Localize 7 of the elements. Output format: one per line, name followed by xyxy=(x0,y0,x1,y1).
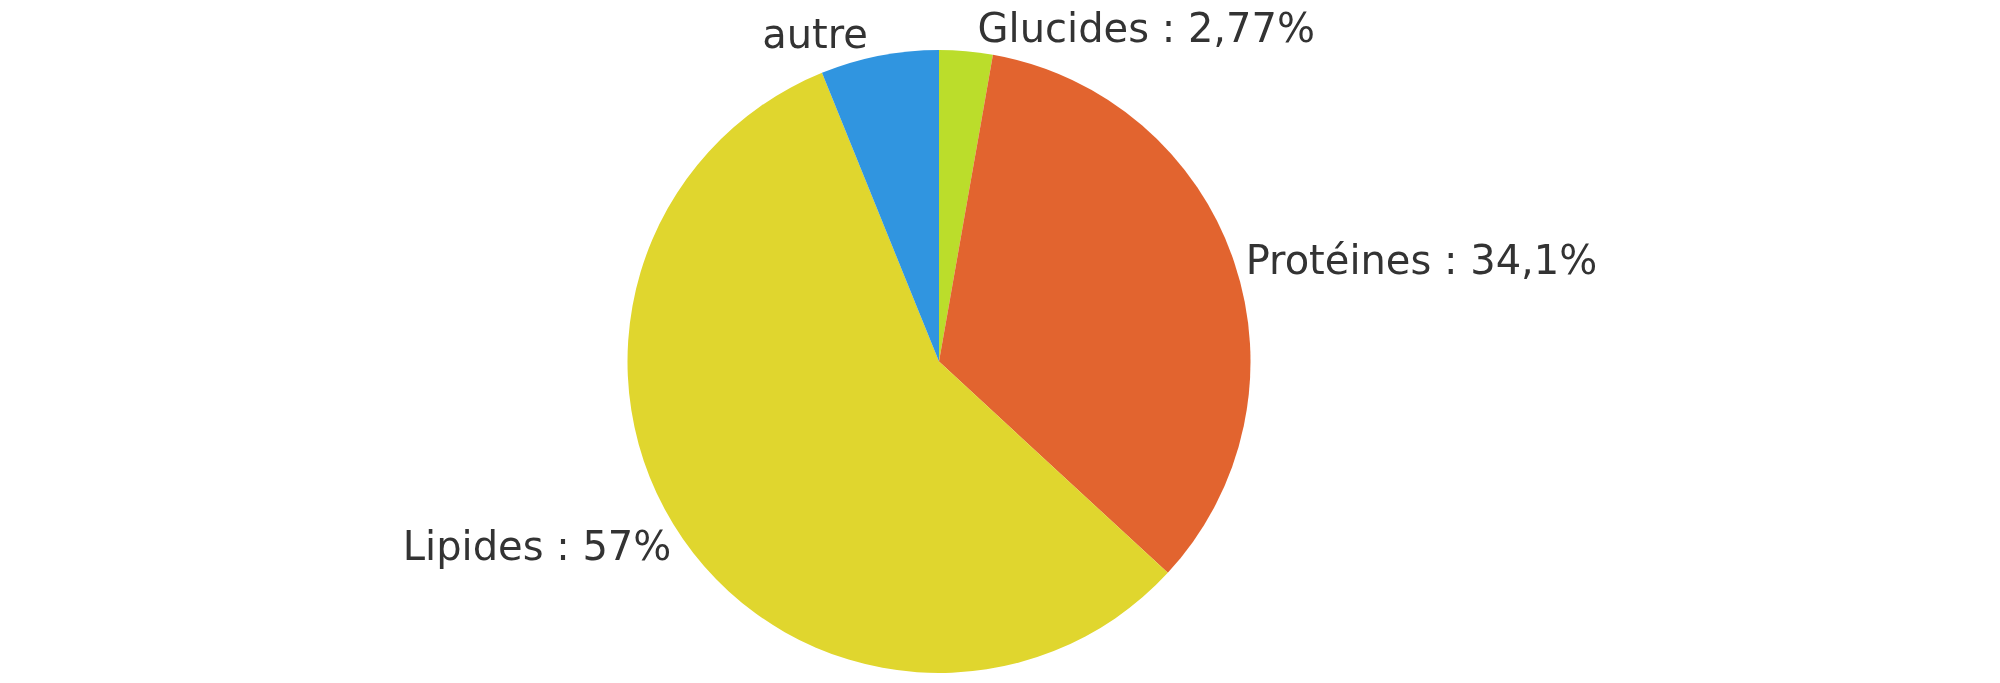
pie-slice xyxy=(939,50,993,362)
pie-slice xyxy=(939,54,1251,573)
slice-label: Lipides : 57% xyxy=(402,523,672,570)
pie-slice xyxy=(821,50,939,362)
slice-label: Protéines : 34,1% xyxy=(1245,236,1598,283)
slice-label: Glucides : 2,77% xyxy=(977,5,1315,52)
slice-label: autre xyxy=(762,10,868,57)
